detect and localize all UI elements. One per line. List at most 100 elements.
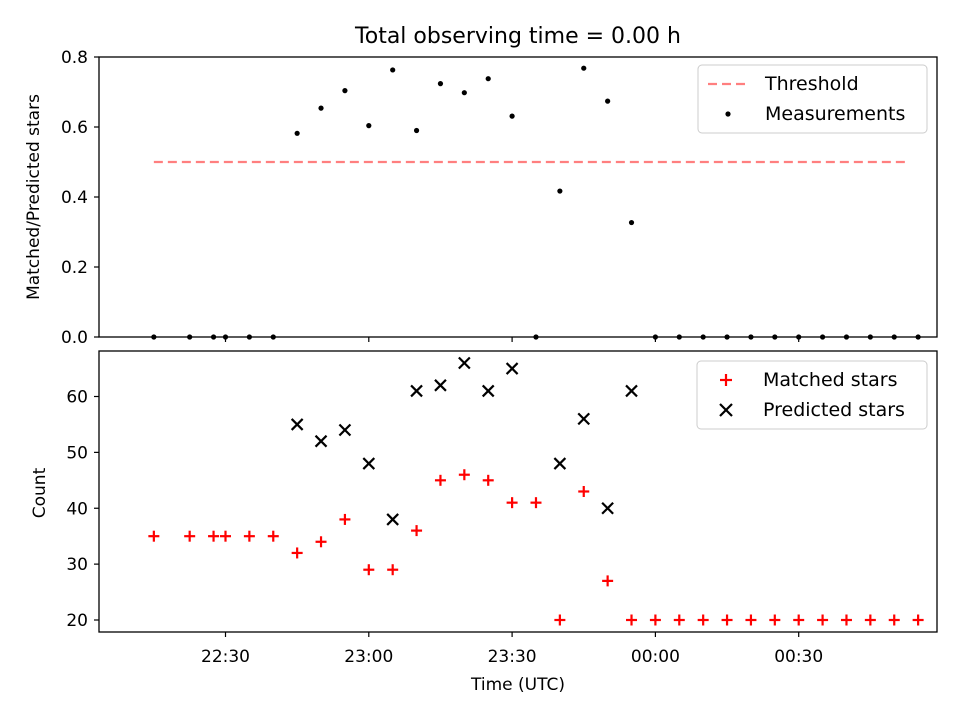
measurement-point bbox=[485, 76, 491, 82]
predicted-star-marker bbox=[434, 379, 447, 392]
matched-star-marker bbox=[769, 614, 781, 626]
matched-star-marker bbox=[208, 530, 220, 542]
x-tick-label: 00:00 bbox=[631, 647, 680, 667]
top-axes-frame bbox=[98, 56, 938, 338]
top-x-ticks bbox=[224, 337, 800, 342]
bottom-legend-box bbox=[696, 360, 928, 430]
matched-star-marker bbox=[363, 564, 375, 576]
bottom-chart-panel: Count Time (UTC) 20 30 40 50 60 22:30 23:00 23… bbox=[30, 350, 938, 695]
bottom-y-ticks: 20 30 40 50 60 bbox=[66, 388, 99, 631]
matched-star-marker bbox=[721, 614, 733, 626]
predicted-star-marker bbox=[386, 513, 399, 526]
matched-star-marker bbox=[864, 614, 876, 626]
measurement-point bbox=[581, 65, 587, 71]
top-chart-panel: Total observing time = 0.00 h Matched/Pr… bbox=[24, 24, 938, 348]
predicted-star-marker bbox=[410, 384, 423, 398]
predicted-star-marker bbox=[625, 384, 638, 398]
matched-star-marker bbox=[554, 614, 566, 626]
measurement-point bbox=[413, 127, 420, 134]
bottom-y-tick-label: 50 bbox=[66, 443, 88, 463]
matched-star-marker bbox=[673, 614, 685, 626]
bottom-y-axis-label: Count bbox=[30, 467, 50, 518]
matched-star-marker bbox=[602, 575, 614, 587]
top-y-tick-label: 0.4 bbox=[61, 188, 88, 208]
matched-star-marker bbox=[267, 530, 279, 542]
measurement-point bbox=[342, 88, 348, 94]
matched-star-marker bbox=[817, 614, 829, 626]
matched-star-marker bbox=[649, 614, 661, 626]
top-y-ticks: 0.0 0.2 0.4 0.6 0.8 bbox=[61, 48, 99, 348]
legend-predicted-label: Predicted stars bbox=[763, 399, 905, 421]
matched-star-marker bbox=[458, 469, 470, 481]
predicted-star-marker bbox=[362, 457, 376, 470]
matched-star-marker bbox=[387, 564, 399, 576]
matched-star-marker bbox=[243, 530, 255, 542]
predicted-star-marker bbox=[577, 412, 591, 426]
predicted-star-marker bbox=[458, 356, 471, 370]
matched-star-marker bbox=[912, 614, 924, 626]
top-y-tick-label: 0.8 bbox=[61, 48, 88, 68]
legend-measurements-swatch bbox=[725, 111, 731, 117]
legend-matched-swatch bbox=[720, 374, 732, 386]
top-y-tick-label: 0.6 bbox=[61, 118, 88, 138]
predicted-star-marker bbox=[481, 384, 495, 398]
matched-star-marker bbox=[745, 614, 757, 626]
bottom-x-ticks: 22:30 23:00 23:30 00:00 00:30 bbox=[201, 632, 823, 667]
matched-star-marker bbox=[315, 536, 327, 548]
matched-star-marker bbox=[840, 614, 852, 626]
matched-star-marker bbox=[530, 497, 542, 509]
top-legend-box bbox=[697, 64, 928, 134]
measurement-point bbox=[437, 81, 444, 87]
matched-star-marker bbox=[220, 530, 231, 542]
bottom-y-tick-label: 20 bbox=[66, 611, 88, 631]
matched-star-marker bbox=[148, 530, 160, 542]
x-tick-label: 00:30 bbox=[774, 647, 823, 667]
matched-star-marker bbox=[697, 614, 709, 626]
matched-star-marker bbox=[578, 485, 590, 497]
legend-measurements-label: Measurements bbox=[765, 103, 905, 125]
bottom-y-tick-label: 40 bbox=[66, 499, 88, 519]
legend-predicted-swatch bbox=[719, 403, 733, 417]
bottom-legend: Matched stars Predicted stars bbox=[696, 360, 928, 430]
matched-star-marker bbox=[434, 474, 446, 486]
top-legend: Threshold Measurements bbox=[697, 64, 928, 134]
matched-star-marker bbox=[482, 474, 494, 486]
predicted-star-marker bbox=[290, 418, 304, 431]
measurement-point bbox=[318, 105, 324, 111]
matched-star-marker bbox=[793, 614, 805, 626]
x-tick-label: 23:30 bbox=[488, 647, 537, 667]
x-tick-label: 22:30 bbox=[201, 647, 250, 667]
measurement-point bbox=[509, 113, 515, 119]
x-tick-label: 23:00 bbox=[344, 647, 393, 667]
matched-star-marker bbox=[184, 530, 196, 542]
matched-star-marker bbox=[888, 614, 900, 626]
measurement-point bbox=[628, 219, 635, 226]
matched-star-marker bbox=[411, 525, 423, 537]
legend-matched-label: Matched stars bbox=[763, 369, 897, 391]
matched-star-marker bbox=[626, 614, 638, 626]
predicted-star-marker bbox=[553, 457, 567, 470]
legend-threshold-label: Threshold bbox=[764, 73, 859, 95]
matched-stars-points bbox=[148, 469, 924, 626]
top-y-tick-label: 0.2 bbox=[61, 258, 88, 278]
measurement-point bbox=[366, 123, 372, 129]
measurement-point bbox=[461, 90, 467, 96]
measurement-point bbox=[557, 188, 563, 194]
measurement-point bbox=[605, 98, 611, 104]
top-y-axis-label: Matched/Predicted stars bbox=[24, 94, 44, 300]
predicted-star-marker bbox=[338, 423, 352, 437]
measurement-point bbox=[294, 130, 300, 136]
bottom-y-tick-label: 30 bbox=[66, 555, 88, 575]
chart-title: Total observing time = 0.00 h bbox=[354, 24, 681, 49]
top-y-tick-label: 0.0 bbox=[61, 328, 88, 348]
bottom-axes-frame bbox=[98, 350, 938, 633]
matched-star-marker bbox=[339, 513, 351, 525]
predicted-star-marker bbox=[601, 501, 614, 515]
predicted-stars-points bbox=[290, 356, 638, 526]
matched-star-marker bbox=[506, 497, 518, 509]
predicted-star-marker bbox=[314, 434, 328, 448]
bottom-y-tick-label: 60 bbox=[66, 388, 88, 408]
predicted-star-marker bbox=[505, 362, 519, 375]
x-axis-label: Time (UTC) bbox=[470, 675, 565, 695]
